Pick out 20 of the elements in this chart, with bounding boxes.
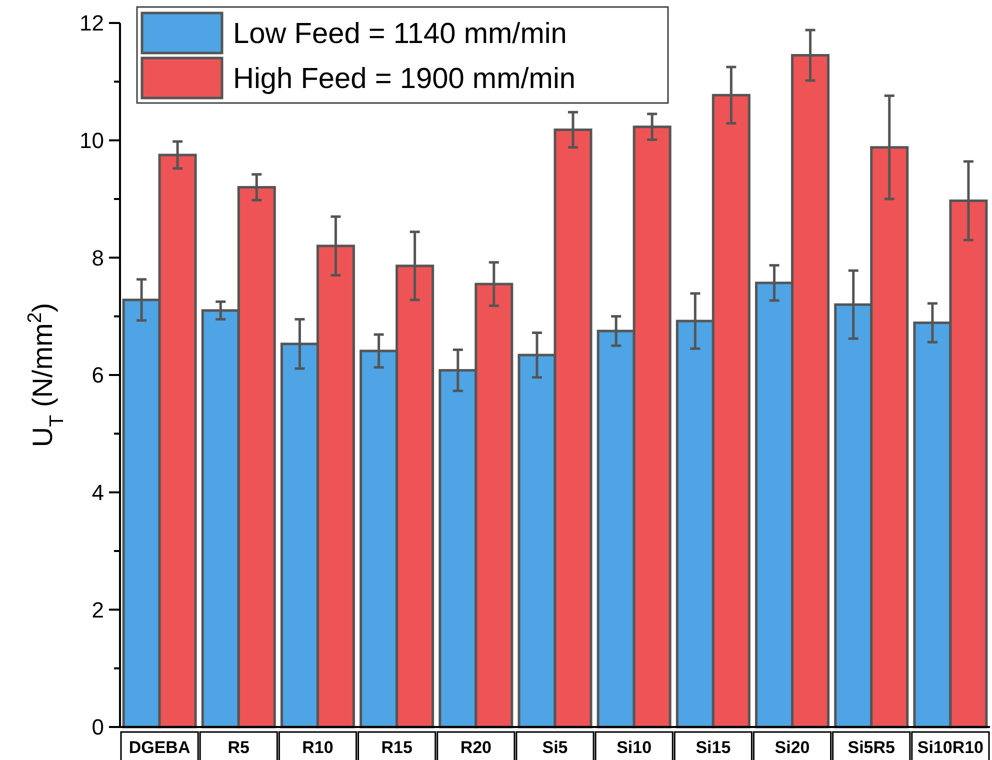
x-tick-label: Si10R10	[917, 738, 984, 757]
y-tick-label: 6	[92, 362, 104, 388]
legend-label: High Feed = 1900 mm/min	[233, 63, 576, 96]
legend-label: Low Feed = 1140 mm/min	[233, 18, 567, 50]
x-tick-label: R10	[302, 738, 334, 757]
x-tick-label: Si5	[542, 738, 568, 757]
x-tick-label: R5	[228, 738, 250, 757]
x-tick-label: R20	[460, 738, 492, 757]
x-tick-label: Si20	[774, 738, 810, 757]
y-tick-label: 0	[92, 714, 104, 740]
x-tick-label: Si5R5	[848, 738, 895, 757]
y-tick-label: 2	[92, 597, 104, 622]
y-tick-label: 8	[92, 245, 104, 270]
y-tick-label: 12	[80, 10, 104, 36]
x-tick-label: Si10	[616, 738, 652, 757]
x-tick-label: R15	[381, 738, 412, 757]
x-tick-label: Si15	[696, 738, 731, 757]
y-tick-label: 4	[92, 480, 104, 506]
y-tick-label: 10	[80, 128, 104, 154]
x-tick-label: DGEBA	[128, 738, 190, 757]
